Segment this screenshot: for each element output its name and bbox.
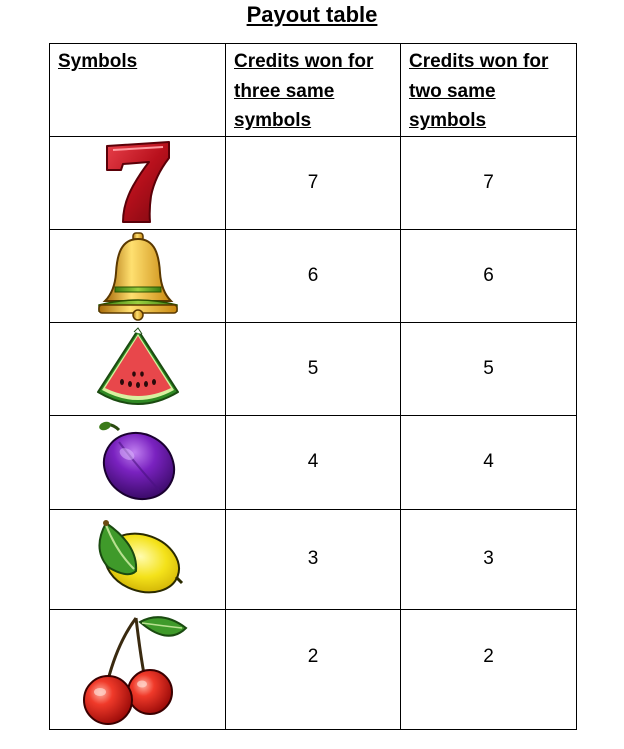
table-row: 6 6 <box>49 228 577 323</box>
header-symbols-label: Symbols <box>58 51 138 72</box>
two-same-value: 6 <box>400 228 577 323</box>
header-two-same-label: Credits won for two same symbols <box>409 51 549 131</box>
payout-table: Symbols Credits won for three same symbo… <box>49 43 577 730</box>
three-same-value: 6 <box>225 228 401 323</box>
table-row: 5 5 <box>49 321 577 416</box>
header-three-same: Credits won for three same symbols <box>225 43 401 137</box>
symbol-cell <box>49 508 226 610</box>
table-row: 3 3 <box>49 508 577 610</box>
header-three-same-label: Credits won for three same symbols <box>234 51 374 131</box>
cherry-icon <box>82 616 188 725</box>
three-same-value: 2 <box>225 608 401 730</box>
two-same-value: 2 <box>400 608 577 730</box>
plum-icon <box>98 421 175 501</box>
header-two-same: Credits won for two same symbols <box>400 43 577 137</box>
two-same-value: 7 <box>400 135 577 230</box>
table-row: 4 4 <box>49 414 577 510</box>
symbol-cell <box>49 414 226 510</box>
symbol-cell <box>49 228 226 323</box>
table-header-row: Symbols Credits won for three same symbo… <box>49 43 577 137</box>
table-row: 7 7 <box>49 135 577 230</box>
three-same-value: 7 <box>225 135 401 230</box>
page-title: Payout table <box>246 2 378 27</box>
lemon-icon <box>98 520 183 594</box>
symbol-cell <box>49 321 226 416</box>
two-same-value: 5 <box>400 321 577 416</box>
three-same-value: 5 <box>225 321 401 416</box>
watermelon-icon <box>96 326 179 405</box>
two-same-value: 3 <box>400 508 577 610</box>
seven-icon <box>105 140 170 223</box>
header-symbols: Symbols <box>49 43 226 137</box>
three-same-value: 3 <box>225 508 401 610</box>
two-same-value: 4 <box>400 414 577 510</box>
three-same-value: 4 <box>225 414 401 510</box>
symbol-cell <box>49 135 226 230</box>
symbol-cell <box>49 608 226 730</box>
bell-icon <box>97 231 178 321</box>
table-row: 2 2 <box>49 608 577 730</box>
